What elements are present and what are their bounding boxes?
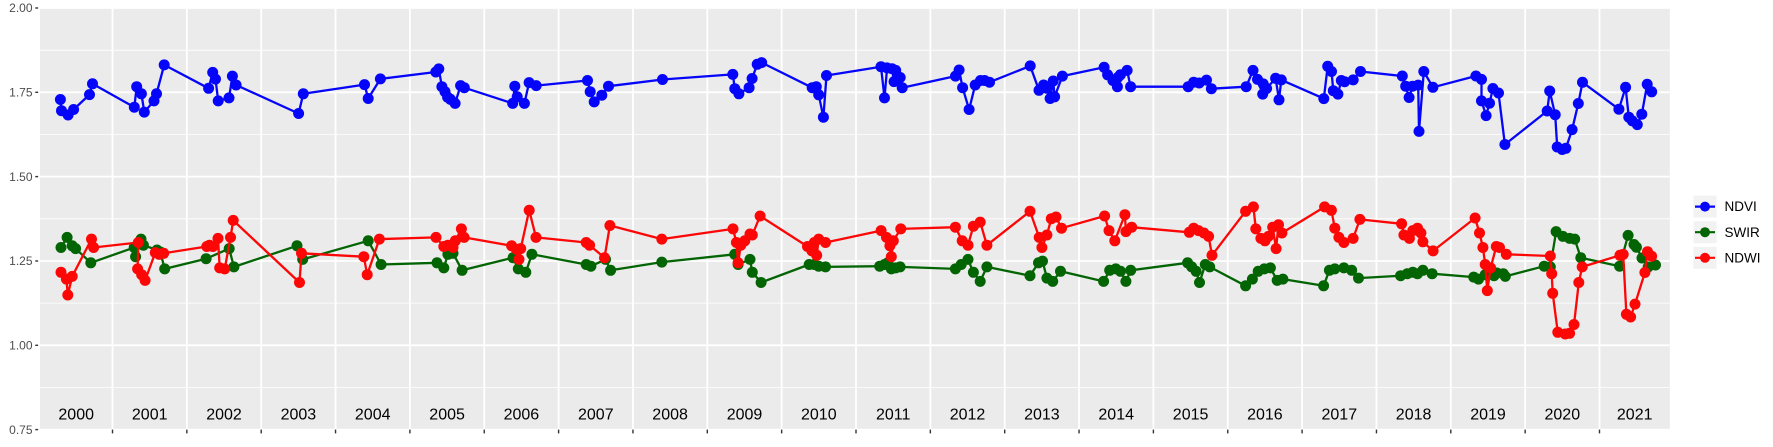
svg-text:1.25: 1.25	[9, 254, 33, 268]
svg-text:2.00: 2.00	[9, 1, 33, 15]
svg-text:2012: 2012	[950, 407, 986, 424]
svg-text:2002: 2002	[206, 407, 242, 424]
svg-text:2013: 2013	[1024, 407, 1060, 424]
svg-text:2007: 2007	[578, 407, 614, 424]
svg-text:2003: 2003	[281, 407, 317, 424]
svg-text:NDWI: NDWI	[1725, 250, 1761, 265]
svg-text:SWIR: SWIR	[1725, 225, 1760, 240]
svg-text:1.75: 1.75	[9, 86, 33, 100]
svg-text:NDVI: NDVI	[1725, 199, 1757, 214]
svg-text:2014: 2014	[1098, 407, 1134, 424]
svg-text:2017: 2017	[1322, 407, 1358, 424]
svg-text:2001: 2001	[132, 407, 168, 424]
svg-text:2021: 2021	[1617, 407, 1653, 424]
svg-text:2009: 2009	[727, 407, 763, 424]
svg-text:1.00: 1.00	[9, 339, 33, 353]
svg-text:2010: 2010	[801, 407, 837, 424]
svg-text:1.50: 1.50	[9, 170, 33, 184]
svg-text:2005: 2005	[429, 407, 465, 424]
svg-text:2006: 2006	[504, 407, 540, 424]
svg-text:2019: 2019	[1470, 407, 1506, 424]
svg-text:2004: 2004	[355, 407, 391, 424]
svg-text:2016: 2016	[1247, 407, 1283, 424]
svg-text:2008: 2008	[652, 407, 688, 424]
svg-text:2011: 2011	[876, 407, 911, 424]
svg-text:2015: 2015	[1173, 407, 1209, 424]
svg-text:2000: 2000	[58, 407, 94, 424]
svg-text:2018: 2018	[1396, 407, 1432, 424]
svg-text:2020: 2020	[1545, 407, 1581, 424]
svg-text:0.75: 0.75	[9, 423, 33, 437]
